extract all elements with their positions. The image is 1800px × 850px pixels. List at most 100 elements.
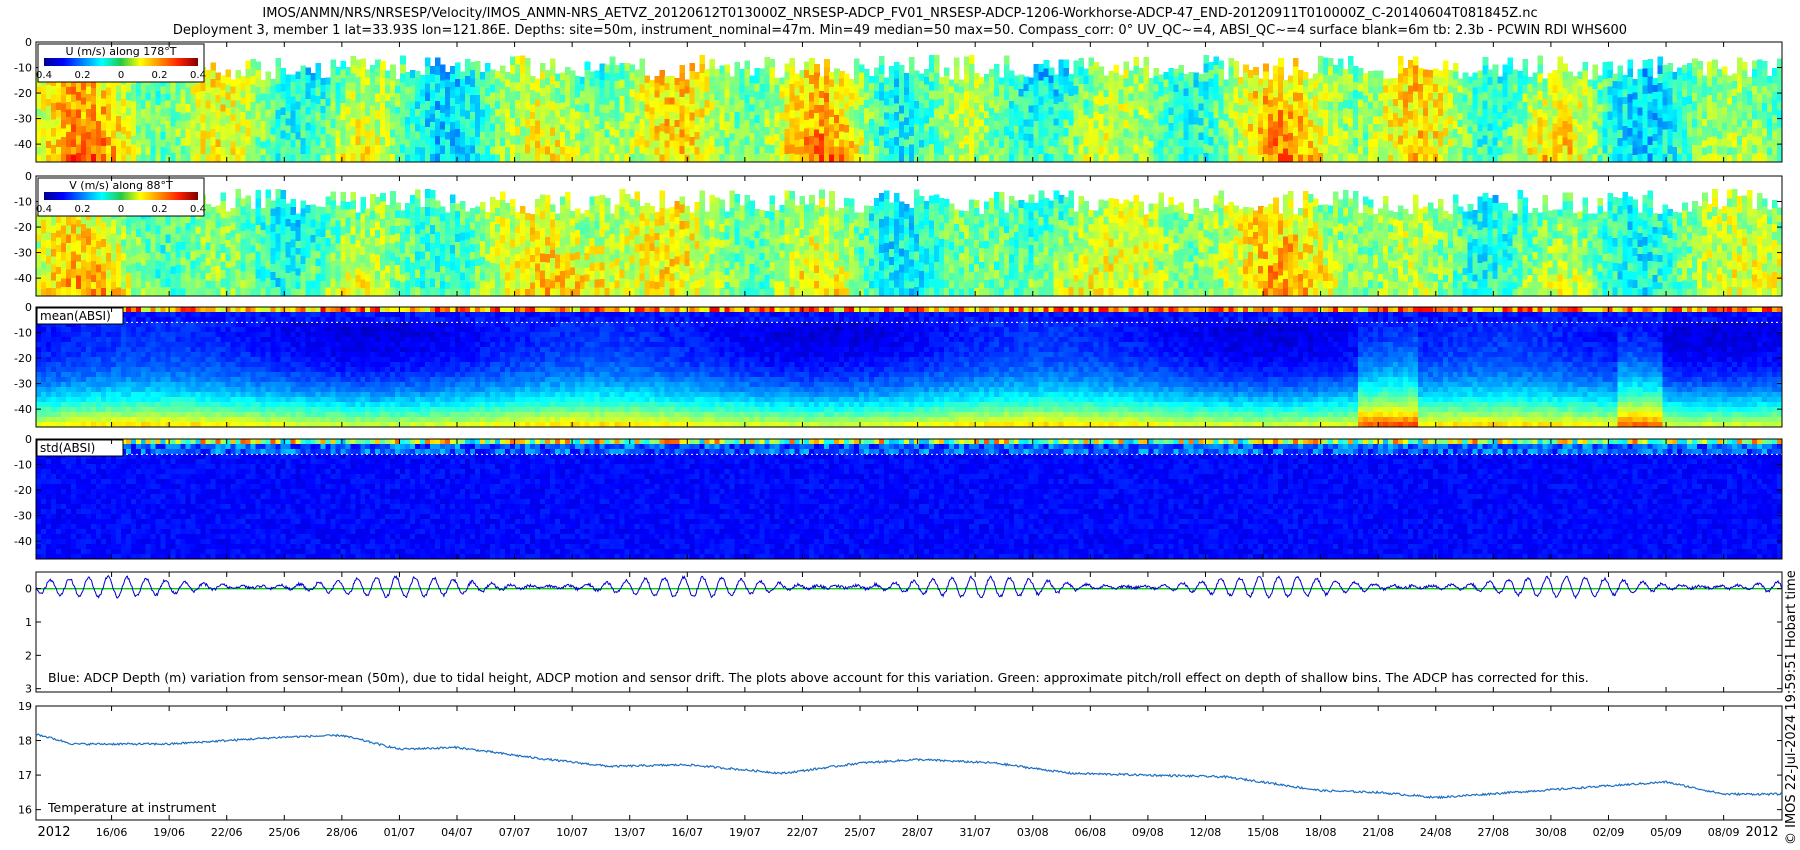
heatmap-cell xyxy=(305,130,311,139)
heatmap-cell xyxy=(514,153,521,163)
heatmap-cell xyxy=(1682,72,1688,82)
heatmap-cell xyxy=(230,259,237,268)
heatmap-cell xyxy=(1363,139,1369,148)
heatmap-cell xyxy=(504,109,511,118)
heatmap-cell xyxy=(669,140,676,149)
heatmap-cell xyxy=(1592,153,1598,163)
heatmap-cell xyxy=(789,92,795,103)
heatmap-cell xyxy=(619,96,626,105)
heatmap-cell xyxy=(1358,91,1364,100)
heatmap-cell xyxy=(1507,83,1514,93)
heatmap-cell xyxy=(744,145,750,155)
heatmap-cell xyxy=(619,137,626,147)
heatmap-cell xyxy=(60,120,67,130)
heatmap-cell xyxy=(110,114,117,124)
heatmap-cell xyxy=(275,153,282,163)
heatmap-cell xyxy=(1348,73,1354,84)
heatmap-cell xyxy=(235,154,242,163)
heatmap-cell xyxy=(345,217,351,226)
heatmap-cell xyxy=(1328,66,1334,76)
heatmap-cell xyxy=(460,131,466,140)
heatmap-cell xyxy=(125,146,132,155)
heatmap-cell xyxy=(1193,147,1199,156)
heatmap-cell xyxy=(998,105,1005,114)
heatmap-cell xyxy=(734,145,740,155)
heatmap-cell xyxy=(1148,99,1155,107)
heatmap-cell xyxy=(1777,144,1783,154)
heatmap-cell xyxy=(315,281,321,290)
heatmap-cell xyxy=(779,140,785,149)
heatmap-cell xyxy=(1467,98,1474,106)
heatmap-cell xyxy=(864,92,870,101)
heatmap-cell xyxy=(679,97,686,106)
heatmap-cell xyxy=(1348,126,1354,137)
heatmap-cell xyxy=(470,95,476,105)
heatmap-cell xyxy=(1732,110,1738,119)
heatmap-cell xyxy=(51,102,57,112)
heatmap-cell xyxy=(60,251,67,262)
heatmap-cell xyxy=(714,123,720,132)
heatmap-cell xyxy=(973,125,980,133)
heatmap-cell xyxy=(56,288,62,297)
heatmap-cell xyxy=(475,78,481,87)
heatmap-cell xyxy=(1318,109,1324,119)
heatmap-cell xyxy=(275,269,282,279)
heatmap-cell xyxy=(1273,73,1279,83)
heatmap-cell xyxy=(270,86,277,94)
heatmap-cell xyxy=(1667,129,1673,138)
heatmap-cell xyxy=(320,222,326,230)
heatmap-cell xyxy=(529,140,536,149)
heatmap-cell xyxy=(1512,138,1519,148)
heatmap-cell xyxy=(215,132,222,141)
heatmap-cell xyxy=(110,146,117,155)
heatmap-cell xyxy=(1397,56,1404,66)
heatmap-cell xyxy=(51,288,57,297)
heatmap-cell xyxy=(1158,89,1164,98)
heatmap-cell xyxy=(1517,146,1524,155)
heatmap-cell xyxy=(1637,107,1643,117)
heatmap-cell xyxy=(95,80,102,89)
heatmap-cell xyxy=(225,218,232,227)
heatmap-cell xyxy=(430,122,436,131)
heatmap-cell xyxy=(460,109,466,118)
heatmap-cell xyxy=(799,116,805,125)
heatmap-cell xyxy=(1747,126,1753,135)
heatmap-cell xyxy=(1562,153,1569,163)
heatmap-cell xyxy=(470,61,476,71)
heatmap-cell xyxy=(534,113,541,121)
heatmap-cell xyxy=(1163,71,1169,80)
heatmap-cell xyxy=(1303,139,1309,148)
heatmap-cell xyxy=(155,154,162,163)
heatmap-cell xyxy=(135,125,142,134)
heatmap-cell xyxy=(225,253,232,262)
heatmap-cell xyxy=(120,105,127,114)
heatmap-cell xyxy=(200,236,207,246)
heatmap-cell xyxy=(255,278,262,288)
heatmap-cell xyxy=(539,153,546,163)
heatmap-cell xyxy=(1323,153,1329,163)
heatmap-cell xyxy=(465,76,471,86)
heatmap-cell xyxy=(85,109,92,118)
heatmap-cell xyxy=(300,121,306,131)
heatmap-cell xyxy=(315,251,321,260)
heatmap-cell xyxy=(200,82,207,92)
heatmap-cell xyxy=(140,108,147,119)
heatmap-cell xyxy=(1587,141,1593,149)
heatmap-cell xyxy=(435,74,441,85)
heatmap-cell xyxy=(1348,135,1354,145)
heatmap-cell xyxy=(1652,85,1658,93)
heatmap-cell xyxy=(1143,109,1150,119)
heatmap-cell xyxy=(230,134,237,143)
heatmap-cell xyxy=(1452,129,1459,138)
heatmap-cell xyxy=(130,118,137,128)
heatmap-cell xyxy=(594,124,601,133)
heatmap-cell xyxy=(684,100,691,108)
heatmap-cell xyxy=(899,113,905,123)
heatmap-cell xyxy=(56,102,62,111)
heatmap-cell xyxy=(1053,89,1060,98)
heatmap-cell xyxy=(1537,73,1544,83)
heatmap-cell xyxy=(1058,153,1065,163)
heatmap-cell xyxy=(1278,58,1284,68)
heatmap-cell xyxy=(958,100,965,108)
heatmap-cell xyxy=(1003,135,1010,145)
